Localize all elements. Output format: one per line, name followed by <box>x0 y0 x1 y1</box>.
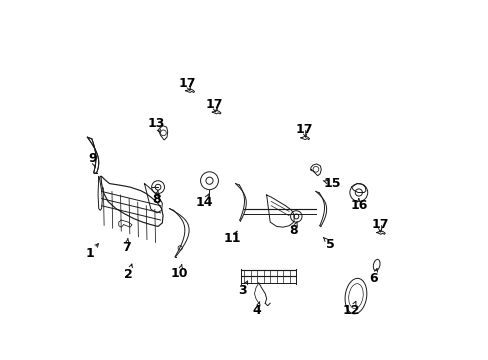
Text: 14: 14 <box>195 195 213 209</box>
Text: 9: 9 <box>88 152 97 165</box>
Text: 8: 8 <box>152 193 160 206</box>
Text: 7: 7 <box>122 241 131 255</box>
Text: 17: 17 <box>371 218 388 231</box>
Text: 2: 2 <box>124 268 133 281</box>
Text: 3: 3 <box>238 284 246 297</box>
Text: 17: 17 <box>295 123 313 136</box>
Text: 16: 16 <box>349 199 367 212</box>
Text: 15: 15 <box>323 177 340 190</box>
Text: 17: 17 <box>205 99 223 112</box>
Text: 17: 17 <box>178 77 196 90</box>
Text: 10: 10 <box>170 267 188 280</box>
Text: 8: 8 <box>289 224 298 237</box>
Text: 11: 11 <box>223 233 240 246</box>
Text: 5: 5 <box>325 238 334 251</box>
Text: 4: 4 <box>252 304 261 317</box>
Text: 12: 12 <box>342 304 360 317</box>
Text: 6: 6 <box>369 272 377 285</box>
Text: 1: 1 <box>85 247 94 260</box>
Text: 13: 13 <box>147 117 164 130</box>
